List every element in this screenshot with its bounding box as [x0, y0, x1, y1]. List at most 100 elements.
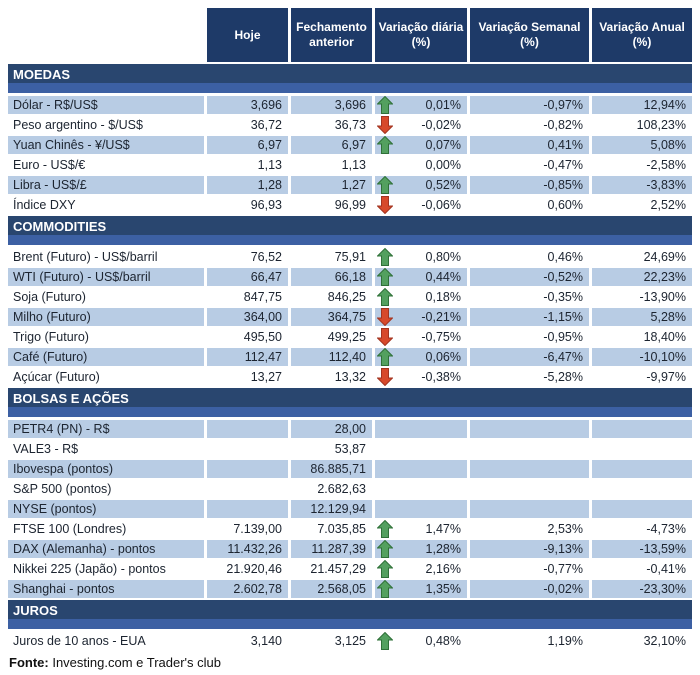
row-label: VALE3 - R$ [13, 442, 79, 456]
table-row: PETR4 (PN) - R$ 28,00 [8, 420, 692, 438]
cell-value: 0,80% [425, 250, 461, 264]
cell-variacao-anual: -10,10% [592, 348, 692, 366]
cell-variacao-diaria [375, 420, 467, 438]
table-row: S&P 500 (pontos) 2.682,63 [8, 480, 692, 498]
up-arrow-icon [377, 348, 393, 366]
cell-fechamento-anterior: 96,99 [334, 198, 366, 212]
cell-hoje: 21.920,46 [226, 562, 282, 576]
cell-fechamento-anterior: 364,75 [291, 308, 372, 326]
cell-variacao-diaria: 0,80% [375, 248, 467, 266]
cell-hoje [207, 480, 288, 498]
cell-variacao-diaria: 0,06% [375, 348, 467, 366]
cell-variacao-semanal [470, 440, 589, 458]
cell-fechamento-anterior: 12.129,94 [291, 500, 372, 518]
section-header-commodities: COMMODITIES [8, 216, 692, 245]
cell-variacao-semanal: -5,28% [543, 370, 583, 384]
table-row: Peso argentino - $/US$ 36,72 36,73 -0,02% -0… [8, 116, 692, 134]
cell-variacao-anual: 22,23% [592, 268, 692, 286]
cell-fechamento-anterior: 1,13 [341, 158, 366, 172]
cell-variacao-anual: -3,83% [592, 176, 692, 194]
column-header-variacao-diaria: Variação diária (%) [375, 8, 467, 62]
cell-variacao-anual [592, 480, 692, 498]
row-label: Libra - US$/£ [8, 176, 204, 194]
cell-hoje: 1,28 [207, 176, 288, 194]
cell-variacao-semanal [470, 500, 589, 518]
cell-value: -0,02% [421, 118, 461, 132]
row-label: Peso argentino - $/US$ [13, 118, 143, 132]
cell-variacao-diaria: -0,75% [375, 328, 467, 346]
cell-variacao-anual [592, 440, 692, 458]
cell-value: 0,44% [425, 270, 461, 284]
cell-variacao-anual: 2,52% [650, 198, 686, 212]
section-label: JUROS [13, 603, 58, 618]
row-label: Milho (Futuro) [8, 308, 204, 326]
cell-variacao-semanal: 1,19% [547, 634, 583, 648]
cell-variacao-diaria: 1,28% [375, 540, 467, 558]
cell-value: -0,75% [421, 330, 461, 344]
column-header-fechamento: Fechamento anterior [291, 8, 372, 62]
section-header-bolsas: BOLSAS E AÇÕES [8, 388, 692, 417]
cell-hoje: 364,00 [207, 308, 288, 326]
cell-value: 0,00% [425, 158, 461, 172]
up-arrow-icon [377, 136, 393, 154]
cell-hoje: 66,47 [207, 268, 288, 286]
cell-value: 0,18% [425, 290, 461, 304]
table-row: Café (Futuro) 112,47 112,40 0,06% -6,47% -10,… [8, 348, 692, 366]
cell-fechamento-anterior: 66,18 [291, 268, 372, 286]
cell-variacao-anual: -13,90% [639, 290, 686, 304]
cell-fechamento-anterior: 53,87 [334, 442, 366, 456]
cell-variacao-anual: -23,30% [592, 580, 692, 598]
row-label: Shanghai - pontos [8, 580, 204, 598]
cell-value: -0,06% [421, 198, 461, 212]
cell-variacao-anual: 5,08% [592, 136, 692, 154]
cell-variacao-diaria: 0,07% [375, 136, 467, 154]
table-row: Índice DXY 96,93 96,99 -0,06% 0,60% 2,52% [8, 196, 692, 214]
cell-fechamento-anterior: 2.568,05 [291, 580, 372, 598]
cell-hoje: 2.602,78 [207, 580, 288, 598]
cell-value: 1,28% [425, 542, 461, 556]
cell-fechamento-anterior: 21.457,29 [310, 562, 366, 576]
table-row: Ibovespa (pontos) 86.885,71 [8, 460, 692, 478]
corner-cell [8, 8, 204, 62]
cell-fechamento-anterior: 13,32 [334, 370, 366, 384]
cell-fechamento-anterior: 1,27 [291, 176, 372, 194]
row-label: DAX (Alemanha) - pontos [8, 540, 204, 558]
cell-variacao-semanal: -0,35% [543, 290, 583, 304]
cell-variacao-semanal: -6,47% [470, 348, 589, 366]
cell-variacao-anual: 32,10% [643, 634, 686, 648]
source-text: Investing.com e Trader's club [48, 655, 222, 670]
cell-variacao-semanal [470, 460, 589, 478]
row-label: Dólar - R$/US$ [8, 96, 204, 114]
row-label: S&P 500 (pontos) [13, 482, 112, 496]
up-arrow-icon [377, 632, 393, 650]
cell-hoje [207, 500, 288, 518]
cell-fechamento-anterior: 28,00 [291, 420, 372, 438]
section-label: BOLSAS E AÇÕES [13, 391, 129, 406]
cell-variacao-diaria [375, 480, 467, 498]
cell-value: 0,48% [425, 634, 461, 648]
cell-fechamento-anterior: 112,40 [291, 348, 372, 366]
cell-variacao-anual: 5,28% [592, 308, 692, 326]
cell-hoje: 1,13 [257, 158, 282, 172]
cell-value: 0,52% [425, 178, 461, 192]
cell-hoje: 3,696 [207, 96, 288, 114]
table-row: Euro - US$/€ 1,13 1,13 0,00% -0,47% -2,58% [8, 156, 692, 174]
row-label: Brent (Futuro) - US$/barril [13, 250, 158, 264]
cell-variacao-diaria: 0,52% [375, 176, 467, 194]
cell-hoje: 6,97 [207, 136, 288, 154]
down-arrow-icon [377, 116, 393, 134]
cell-variacao-diaria [375, 440, 467, 458]
row-label: Juros de 10 anos - EUA [13, 634, 146, 648]
cell-fechamento-anterior: 36,73 [334, 118, 366, 132]
table-row: Nikkei 225 (Japão) - pontos 21.920,46 21.4… [8, 560, 692, 578]
cell-fechamento-anterior: 6,97 [291, 136, 372, 154]
cell-variacao-anual: -9,97% [646, 370, 686, 384]
cell-value: 1,47% [425, 522, 461, 536]
cell-value: -0,21% [421, 310, 461, 324]
cell-variacao-anual [592, 420, 692, 438]
column-header-hoje: Hoje [207, 8, 288, 62]
cell-value: 1,35% [425, 582, 461, 596]
section-label: COMMODITIES [13, 219, 107, 234]
table-row: DAX (Alemanha) - pontos 11.432,26 11.287,3… [8, 540, 692, 558]
row-label: Índice DXY [13, 198, 76, 212]
